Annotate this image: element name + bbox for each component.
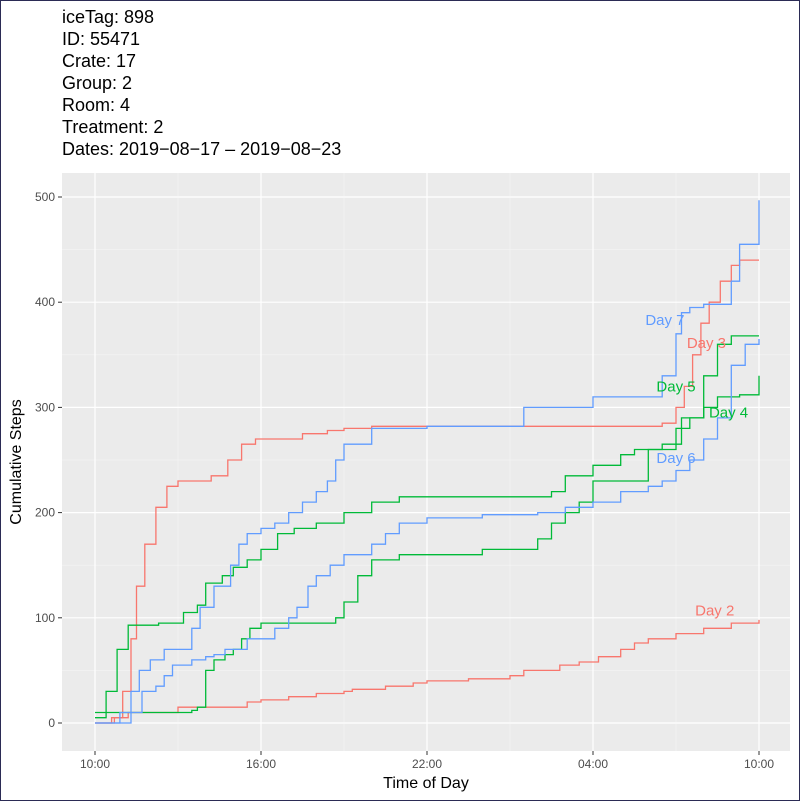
series-line-day-6 [95, 339, 760, 724]
y-tick-label: 400 [35, 295, 55, 309]
series-label-day-4: Day 4 [709, 405, 748, 422]
y-tick-label: 500 [35, 190, 55, 204]
series-line-day-3 [95, 259, 759, 724]
y-axis: 0 100 200 300 400 500 [35, 190, 62, 730]
series-label-day-6: Day 6 [656, 450, 695, 467]
x-axis: 10:00 16:00 22:00 04:00 10:00 [80, 751, 774, 771]
header-dates: Dates: 2019−08−17 – 2019−08−23 [62, 139, 342, 159]
series-lines [95, 200, 760, 724]
series-labels: Day 2 Day 3 Day 4 Day 5 Day 6 Day 7 [645, 312, 748, 619]
plot-header: iceTag: 898 ID: 55471 Crate: 17 Group: 2… [62, 6, 341, 160]
series-line-day-5 [95, 335, 759, 719]
series-line-day-7 [95, 200, 760, 724]
header-icetag: iceTag: 898 [62, 7, 155, 27]
series-label-day-7: Day 7 [645, 312, 684, 329]
minor-gridlines [62, 173, 790, 751]
header-treatment: Treatment: 2 [62, 117, 164, 137]
series-label-day-3: Day 3 [687, 335, 726, 352]
plot-panel [62, 173, 790, 751]
header-room: Room: 4 [62, 95, 131, 115]
header-id: ID: 55471 [62, 29, 141, 49]
x-tick-label: 16:00 [246, 757, 276, 771]
header-crate: Crate: 17 [62, 51, 137, 71]
y-tick-label: 0 [48, 716, 55, 730]
y-tick-label: 100 [35, 611, 55, 625]
x-tick-label: 10:00 [744, 757, 774, 771]
series-line-day-4 [95, 375, 760, 714]
series-line-day-2 [95, 619, 760, 724]
x-tick-label: 04:00 [578, 757, 608, 771]
y-tick-label: 200 [35, 506, 55, 520]
x-tick-label: 10:00 [80, 757, 110, 771]
x-tick-label: 22:00 [412, 757, 442, 771]
series-label-day-2: Day 2 [695, 602, 734, 619]
x-axis-title: Time of Day [383, 775, 469, 792]
y-axis-title: Cumulative Steps [8, 399, 25, 524]
y-tick-label: 300 [35, 400, 55, 414]
header-group: Group: 2 [62, 73, 133, 93]
series-label-day-5: Day 5 [656, 378, 695, 395]
